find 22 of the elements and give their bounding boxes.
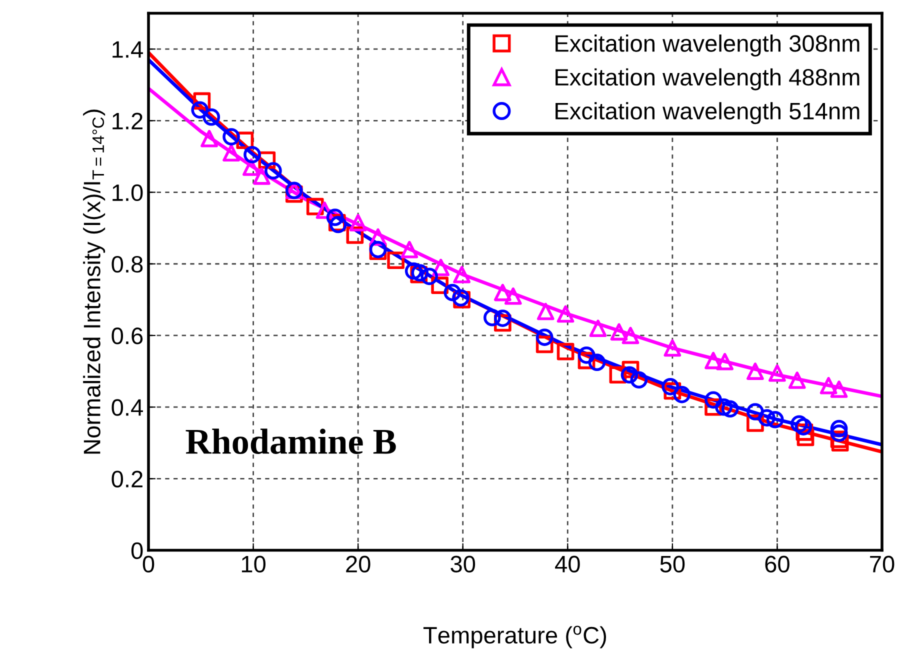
y-tick-label: 1.0: [112, 184, 143, 202]
y-tick-label: 0.8: [112, 256, 143, 273]
x-tick-label: 0: [142, 556, 154, 572]
x-tick-label: 50: [660, 556, 685, 572]
x-axis-title: Temperature ($^{o}$C): [423, 626, 606, 648]
legend-label: Excitation wavelength 514nm: [556, 102, 860, 124]
annotation: Rhodamine B: [186, 428, 396, 454]
x-tick-label: 60: [765, 556, 790, 572]
legend-label: Excitation wavelength 488nm: [556, 68, 860, 90]
y-axis-title: Normalized Intensity (I(x)/I$_{T=14°C}$): [83, 110, 106, 454]
y-tick-label: 0.6: [112, 328, 143, 344]
y-tick-label: 1.2: [112, 112, 142, 130]
x-tick-label: 70: [870, 556, 894, 572]
x-tick-label: 10: [242, 556, 266, 572]
y-tick-label: 0: [131, 542, 143, 560]
x-tick-label: 20: [346, 556, 370, 572]
y-tick-label: 0.2: [112, 470, 142, 488]
x-tick-label: 30: [450, 556, 476, 572]
y-tick-label: 0.4: [112, 399, 143, 416]
x-tick-label: 40: [555, 556, 580, 572]
legend-label: Excitation wavelength 308nm: [556, 34, 860, 57]
y-tick-label: 1.4: [112, 41, 143, 58]
